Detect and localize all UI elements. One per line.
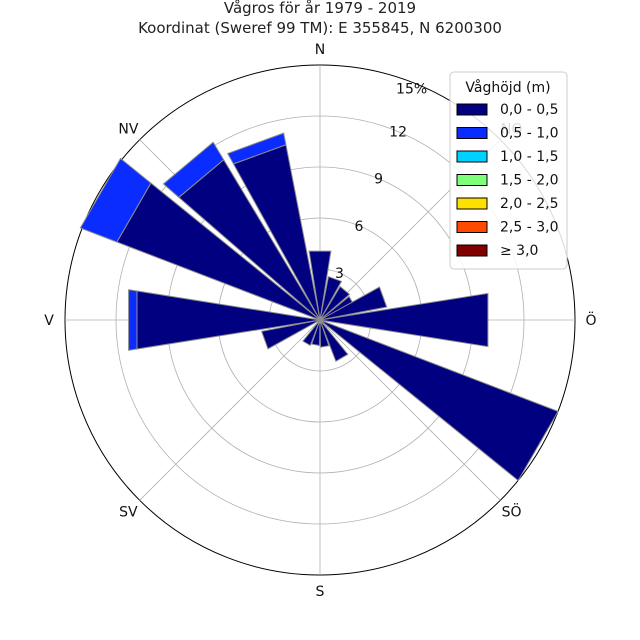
sector-bar (319, 286, 388, 321)
direction-label: Ö (585, 311, 596, 329)
direction-label: SV (119, 505, 138, 521)
sector-bar (162, 141, 225, 198)
sector-bar (302, 319, 321, 347)
legend-label: 2,0 - 2,5 (500, 196, 558, 212)
sector-bar (319, 319, 349, 362)
sector-bar (319, 285, 351, 321)
chart-title: Vågros för år 1979 - 2019 (224, 0, 416, 17)
radial-tick-label: 9 (374, 172, 383, 188)
legend-swatch (456, 221, 488, 233)
grid-spoke (139, 319, 321, 501)
legend: Våghöjd (m) 0,0 - 0,5 0,5 - 1,0 1,0 - 1,5 1… (449, 71, 568, 270)
sector-bar (79, 157, 152, 243)
radial-tick-label: 3 (335, 266, 344, 282)
legend-label: 1,5 - 2,0 (500, 173, 558, 189)
legend-swatch (456, 174, 488, 186)
legend-swatch (456, 150, 488, 163)
legend-label: 2,5 - 3,0 (500, 220, 558, 236)
legend-label: 0,0 - 0,5 (500, 102, 558, 118)
radial-tick-label: 15% (396, 81, 427, 97)
sector-bar (260, 319, 321, 350)
sector-bar (308, 250, 332, 321)
legend-title: Våghöjd (m) (465, 79, 550, 96)
sector-bar (226, 132, 287, 165)
polar-grid (64, 64, 576, 576)
radial-tick-labels: 3 6 9 12 15% (335, 81, 427, 282)
sector-bar (319, 319, 559, 482)
radial-tick-label: 12 (389, 125, 407, 141)
chart-subtitle: Koordinat (Sweref 99 TM): E 355845, N 62… (138, 19, 502, 37)
direction-label: V (44, 313, 54, 329)
legend-label: 1,0 - 1,5 (500, 149, 558, 165)
direction-label: SÖ (502, 503, 522, 521)
direction-label: NV (118, 121, 138, 137)
legend-label: ≥ 3,0 (500, 243, 538, 259)
legend-entries: 0,0 - 0,5 0,5 - 1,0 1,0 - 1,5 1,5 - 2,0 2,0 … (456, 102, 558, 259)
legend-label: 0,5 - 1,0 (500, 126, 558, 142)
legend-frame (449, 71, 568, 270)
sector-bar (128, 289, 138, 351)
sector-bar (319, 292, 489, 348)
direction-label: S (316, 584, 325, 600)
sector-bar (319, 275, 343, 321)
legend-swatch (456, 197, 488, 210)
direction-label: N (315, 42, 325, 58)
legend-swatch (456, 244, 488, 257)
legend-swatch (456, 127, 488, 139)
sector-bars (79, 132, 559, 482)
grid-spoke (319, 319, 501, 501)
radial-tick-label: 6 (355, 219, 364, 235)
legend-swatch (456, 103, 488, 116)
